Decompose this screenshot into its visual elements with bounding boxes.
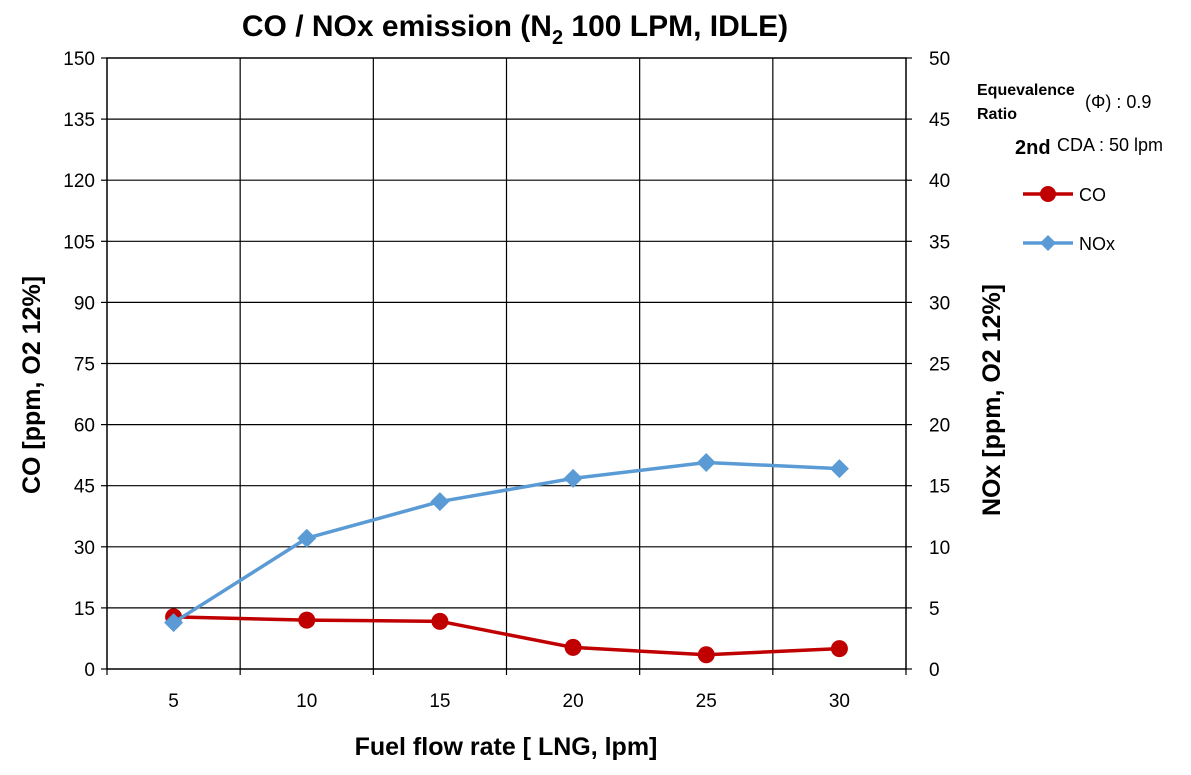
annotation-block: Equevalence Ratio (Φ) : 0.9 2nd CDA : 50… [977, 82, 1163, 159]
right-tick-label: 15 [929, 477, 950, 498]
x-tick-label: 25 [696, 691, 717, 712]
co-data-point [698, 646, 715, 663]
cda-value: CDA : 50 lpm [1057, 135, 1163, 155]
x-tick-label: 15 [429, 691, 450, 712]
co-data-point [298, 612, 315, 629]
co-data-point [431, 613, 448, 630]
nox-data-point [430, 492, 449, 511]
left-y-axis-label: CO [ppm, O2 12%] [18, 276, 46, 494]
nox-data-point [697, 453, 716, 472]
title-subscript: 2 [552, 27, 563, 49]
x-tick-label: 30 [829, 691, 850, 712]
right-y-axis-label: NOx [ppm, O2 12%] [978, 284, 1006, 516]
co-data-point [831, 640, 848, 657]
left-y-axis-ticks: 0 15 30 45 60 75 90 105 120 135 150 [63, 49, 107, 681]
grid-lines [107, 58, 906, 669]
nox-data-point [564, 469, 583, 488]
equivalence-value: (Φ) : 0.9 [1085, 92, 1151, 112]
nox-data-point [297, 529, 316, 548]
left-tick-label: 135 [63, 110, 95, 131]
right-tick-label: 40 [929, 171, 950, 192]
right-tick-label: 5 [929, 599, 940, 620]
x-tick-label: 5 [168, 691, 179, 712]
x-tick-label: 20 [563, 691, 584, 712]
left-tick-label: 45 [74, 477, 95, 498]
right-y-axis-ticks: 0 5 10 15 20 25 30 35 40 45 50 [906, 49, 950, 681]
x-tick-label: 10 [296, 691, 317, 712]
right-tick-label: 10 [929, 538, 950, 559]
left-tick-label: 150 [63, 49, 95, 70]
nox-data-point [830, 459, 849, 478]
right-tick-label: 30 [929, 293, 950, 314]
left-tick-label: 105 [63, 232, 95, 253]
left-tick-label: 75 [74, 355, 95, 376]
x-axis-ticks: 5 10 15 20 25 30 [107, 669, 906, 712]
left-tick-label: 120 [63, 171, 95, 192]
nox-legend-label: NOx [1079, 234, 1115, 254]
left-tick-label: 15 [74, 599, 95, 620]
nox-legend-marker [1040, 235, 1056, 251]
left-tick-label: 60 [74, 416, 95, 437]
co-data-point [565, 639, 582, 656]
co-legend-label: CO [1079, 185, 1106, 205]
right-tick-label: 25 [929, 355, 950, 376]
x-axis-label: Fuel flow rate [ LNG, lpm] [355, 733, 658, 761]
right-tick-label: 20 [929, 416, 950, 437]
right-tick-label: 35 [929, 232, 950, 253]
left-tick-label: 0 [84, 660, 95, 681]
right-tick-label: 0 [929, 660, 940, 681]
legend: CO NOx [1023, 185, 1115, 254]
right-tick-label: 50 [929, 49, 950, 70]
cda-prefix: 2nd [1015, 137, 1051, 159]
chart-title: CO / NOx emission (N2 100 LPM, IDLE) [242, 10, 788, 49]
co-legend-marker [1040, 186, 1056, 202]
left-tick-label: 30 [74, 538, 95, 559]
left-tick-label: 90 [74, 293, 95, 314]
equivalence-label-line2: Ratio [977, 106, 1017, 123]
equivalence-label-line1: Equevalence [977, 82, 1075, 99]
right-tick-label: 45 [929, 110, 950, 131]
